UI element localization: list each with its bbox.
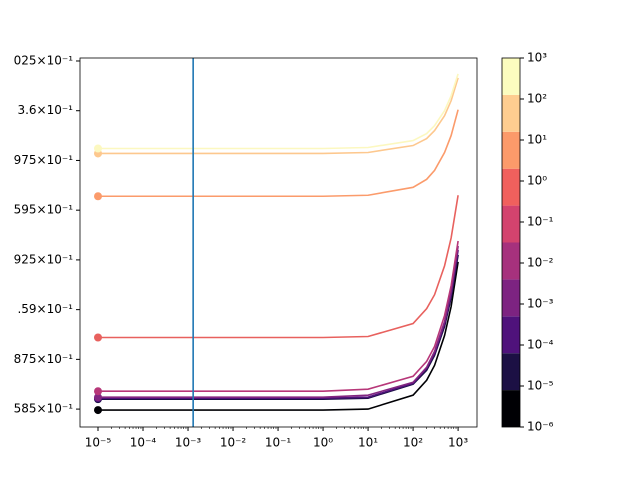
y-tick-label: 025×10⁻¹ xyxy=(14,53,74,67)
colorbar-band xyxy=(502,205,520,243)
y-tick-label: 975×10⁻¹ xyxy=(14,153,74,167)
series-line xyxy=(98,73,459,150)
start-marker xyxy=(94,393,103,402)
colorbar-frame xyxy=(501,57,521,428)
series-line xyxy=(98,261,459,411)
colorbar-tick-label: 10⁻⁶ xyxy=(527,420,554,434)
colorbar-band xyxy=(502,279,520,317)
y-tick-label: 585×10⁻¹ xyxy=(14,402,74,416)
x-tick-label: 10⁻⁵ xyxy=(85,436,112,450)
series-line xyxy=(98,195,459,339)
series-line xyxy=(98,254,459,400)
start-marker xyxy=(94,387,103,396)
colorbar-band xyxy=(502,168,520,206)
x-tick-label: 10⁻² xyxy=(220,436,247,450)
colorbar-tick-label: 10⁻⁵ xyxy=(527,379,554,393)
series-line xyxy=(98,240,459,392)
series-line xyxy=(98,109,459,198)
y-tick-label: 595×10⁻¹ xyxy=(14,203,74,217)
colorbar-band xyxy=(502,58,520,95)
start-marker xyxy=(94,406,103,415)
x-tick-label: 10⁻³ xyxy=(175,436,202,450)
x-tick-label: 10¹ xyxy=(358,436,378,450)
start-marker xyxy=(94,144,103,153)
x-tick-label: 10³ xyxy=(448,436,468,450)
colorbar-tick-label: 10⁻² xyxy=(527,256,554,270)
colorbar-band xyxy=(502,131,520,169)
series-line xyxy=(98,245,459,398)
x-tick-label: 10² xyxy=(403,436,423,450)
series-line xyxy=(98,249,459,399)
x-tick-label: 10⁻¹ xyxy=(265,436,292,450)
y-tick-label: 3.6×10⁻¹ xyxy=(17,103,73,117)
colorbar-tick-label: 10⁻³ xyxy=(527,297,554,311)
colorbar-tick-label: 10⁻¹ xyxy=(527,215,554,229)
y-tick-label: 925×10⁻¹ xyxy=(14,252,74,266)
colorbar-band xyxy=(502,390,520,427)
colorbar-band xyxy=(502,94,520,132)
start-marker xyxy=(94,333,103,342)
start-marker xyxy=(94,192,103,201)
colorbar-band xyxy=(502,353,520,391)
colorbar-band xyxy=(502,316,520,354)
colorbar-tick-label: 10³ xyxy=(527,51,547,65)
series-line xyxy=(98,77,459,155)
y-tick-label: .59×10⁻¹ xyxy=(17,302,73,316)
y-tick-label: 875×10⁻¹ xyxy=(14,352,74,366)
colorbar-tick-label: 10² xyxy=(527,92,547,106)
colorbar-tick-label: 10¹ xyxy=(527,133,547,147)
colorbar-band xyxy=(502,242,520,280)
x-tick-label: 10⁻⁴ xyxy=(130,436,157,450)
colorbar-tick-label: 10⁰ xyxy=(527,174,547,188)
colorbar-tick-label: 10⁻⁴ xyxy=(527,338,554,352)
x-tick-label: 10⁰ xyxy=(313,436,333,450)
